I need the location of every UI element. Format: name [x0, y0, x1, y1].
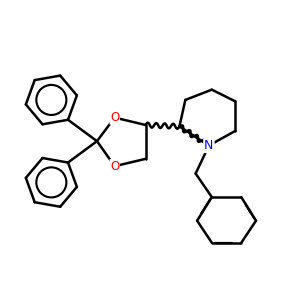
Text: O: O — [110, 111, 119, 124]
Text: N: N — [204, 139, 214, 152]
Text: O: O — [110, 160, 119, 173]
